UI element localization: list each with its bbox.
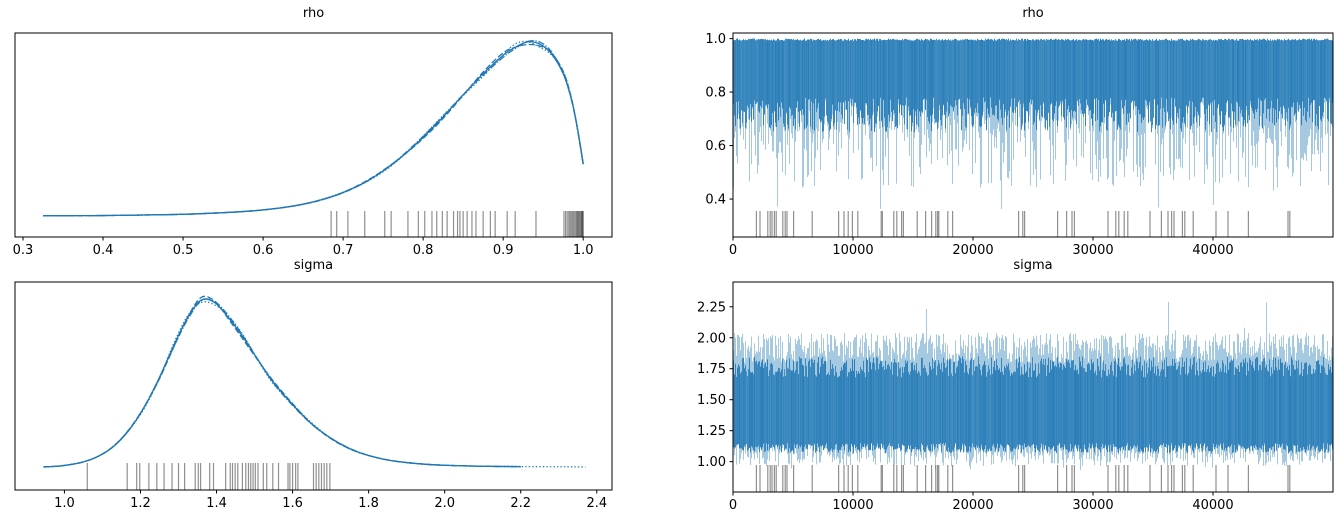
y-tick-label: 1.75 [697, 362, 726, 377]
x-tick-label: 2.2 [510, 496, 531, 511]
x-tick-label: 1.2 [130, 496, 151, 511]
y-tick-label: 0.8 [705, 86, 726, 101]
x-tick-label: 1.4 [206, 496, 227, 511]
x-tick-label: 20000 [952, 243, 993, 258]
x-tick-label: 10000 [832, 498, 873, 513]
x-tick-label: 0.5 [173, 243, 194, 258]
kde-line-chain-2 [43, 39, 584, 217]
x-tick-label: 30000 [1072, 498, 1113, 513]
x-tick-label: 40000 [1192, 243, 1233, 258]
rug-marks [86, 463, 331, 490]
x-tick-label: 40000 [1192, 498, 1233, 513]
y-tick-label: 0.6 [705, 139, 726, 154]
rug-marks [755, 465, 1291, 492]
x-tick-label: 1.8 [358, 496, 379, 511]
x-tick-label: 0.4 [93, 243, 114, 258]
y-tick-label: 1.50 [697, 393, 726, 408]
y-tick-label: 1.0 [705, 32, 726, 47]
kde-line-chain-3 [43, 40, 584, 217]
axes: 0.3 0.4 0.5 0.6 0.7 0.8 0.9 1.0 [13, 32, 613, 258]
x-tick-label: 0.3 [13, 243, 34, 258]
trace-columns [733, 301, 1333, 471]
kde-line-chain-2 [43, 298, 521, 468]
y-tick-label: 1.25 [697, 424, 726, 439]
y-tick-label: 0.4 [705, 193, 726, 208]
x-tick-label: 0.8 [413, 243, 434, 258]
x-tick-label: 30000 [1072, 243, 1113, 258]
axes-frame [14, 281, 613, 491]
x-tick-label: 0 [729, 243, 737, 258]
kde-line-chain-1 [43, 43, 584, 217]
rug-marks [755, 211, 1291, 237]
x-tick-label: 2.4 [586, 496, 607, 511]
axes-frame [14, 32, 613, 238]
x-tick-label: 1.0 [573, 243, 594, 258]
axes: 0 10000 20000 30000 40000 0.4 0.6 0.8 1.0 [705, 32, 1334, 258]
x-tick-label: 0 [729, 498, 737, 513]
panel-sigma-posterior: 1.0 1.2 1.4 1.6 1.8 2.0 2.2 2.4 [14, 281, 613, 511]
x-tick-label: 10000 [832, 243, 873, 258]
x-tick-label: 0.6 [253, 243, 274, 258]
panel-rho-posterior: 0.3 0.4 0.5 0.6 0.7 0.8 0.9 1.0 [13, 32, 613, 258]
panel-sigma-trace: 0 10000 20000 30000 40000 1.00 1.25 1.50 1.75 2.0… [697, 281, 1334, 513]
x-tick-label: 20000 [952, 498, 993, 513]
x-tick-label: 1.6 [282, 496, 303, 511]
y-tick-label: 2.00 [697, 331, 726, 346]
axes-frame [732, 32, 1334, 238]
axes: 0 10000 20000 30000 40000 1.00 1.25 1.50 1.75 2.0… [697, 281, 1334, 513]
rug-marks [330, 211, 584, 237]
trace-columns [733, 38, 1333, 209]
x-tick-label: 1.0 [54, 496, 75, 511]
y-tick-label: 1.00 [697, 455, 726, 470]
x-tick-label: 2.0 [434, 496, 455, 511]
y-tick-label: 2.25 [697, 300, 726, 315]
kde-line-chain-1 [43, 295, 521, 468]
axes-frame [732, 281, 1334, 493]
kde-line-chain-3 [43, 301, 586, 468]
panel-rho-trace: 0 10000 20000 30000 40000 0.4 0.6 0.8 1.0 [705, 32, 1334, 258]
axes: 1.0 1.2 1.4 1.6 1.8 2.0 2.2 2.4 [14, 281, 613, 511]
kde-line-chain-0 [43, 298, 521, 468]
kde-line-chain-0 [43, 41, 584, 217]
x-tick-label: 0.7 [333, 243, 354, 258]
x-tick-label: 0.9 [493, 243, 514, 258]
